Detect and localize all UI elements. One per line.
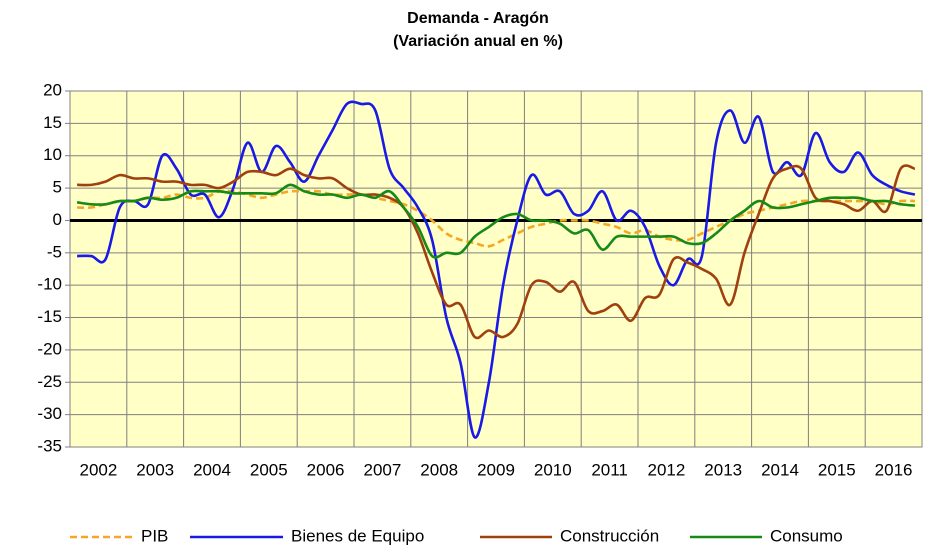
series-line: [77, 164, 916, 340]
y-tick-label: -30: [37, 404, 62, 423]
x-tick-label: 2007: [363, 460, 401, 479]
x-tick-label: 2004: [193, 460, 231, 479]
plot-area: [69, 90, 923, 448]
x-tick-label: 2005: [250, 460, 288, 479]
y-tick-label: 10: [43, 145, 62, 164]
y-tick-label: 15: [43, 113, 62, 132]
x-tick-label: 2015: [818, 460, 856, 479]
x-tick-label: 2014: [761, 460, 799, 479]
x-tick-label: 2013: [704, 460, 742, 479]
x-tick-label: 2009: [477, 460, 515, 479]
x-tick-label: 2002: [79, 460, 117, 479]
y-tick-label: 0: [53, 210, 62, 229]
series-line: [77, 100, 916, 439]
x-tick-label: 2011: [591, 460, 628, 479]
y-tick-label: -25: [37, 372, 62, 391]
legend-label: Consumo: [770, 526, 843, 545]
y-tick-label: 5: [53, 178, 62, 197]
chart-subtitle: (Variación anual en %): [393, 33, 563, 50]
legend-label: Bienes de Equipo: [291, 526, 424, 545]
x-tick-label: 2003: [136, 460, 174, 479]
y-tick-label: 20: [43, 80, 62, 99]
x-tick-label: 2016: [875, 460, 913, 479]
legend-label: PIB: [141, 526, 168, 545]
y-tick-label: -5: [47, 242, 62, 261]
x-tick-label: 2006: [307, 460, 345, 479]
x-tick-label: 2012: [647, 460, 685, 479]
chart-title: Demanda - Aragón: [407, 10, 549, 27]
y-tick-label: -10: [37, 275, 62, 294]
x-tick-label: 2010: [534, 460, 572, 479]
y-tick-label: -20: [37, 339, 62, 358]
legend-label: Construcción: [560, 526, 659, 545]
y-tick-label: -15: [37, 307, 62, 326]
x-tick-label: 2008: [420, 460, 458, 479]
y-tick-label: -35: [37, 436, 62, 455]
series-line: [76, 183, 916, 259]
